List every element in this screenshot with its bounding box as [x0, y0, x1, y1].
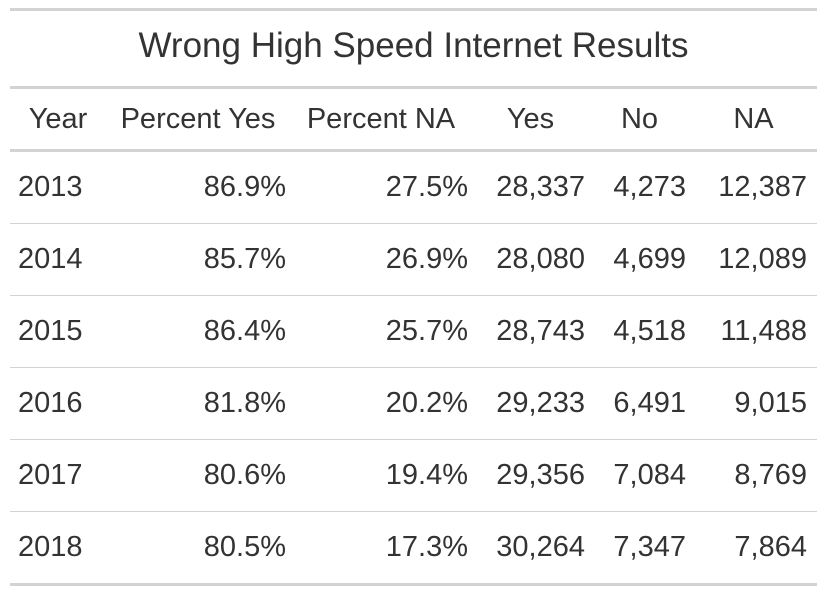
- cell-na: 11,488: [690, 295, 817, 368]
- cell-na: 8,769: [690, 439, 817, 512]
- table-row: 2018 80.5% 17.3% 30,264 7,347 7,864: [10, 511, 817, 586]
- top-rule: [10, 8, 817, 11]
- cell-yes: 28,080: [472, 223, 589, 296]
- cell-percent-na: 27.5%: [290, 150, 472, 224]
- results-table: Year Percent Yes Percent NA Yes No NA 20…: [10, 89, 817, 586]
- cell-percent-yes: 81.8%: [106, 367, 290, 440]
- cell-no: 4,699: [589, 223, 690, 296]
- cell-no: 4,518: [589, 295, 690, 368]
- cell-year: 2013: [10, 150, 106, 224]
- cell-na: 7,864: [690, 511, 817, 586]
- column-header-percent-na: Percent NA: [290, 89, 472, 152]
- column-header-na: NA: [690, 89, 817, 152]
- cell-percent-na: 19.4%: [290, 439, 472, 512]
- cell-no: 6,491: [589, 367, 690, 440]
- table-row: 2015 86.4% 25.7% 28,743 4,518 11,488: [10, 295, 817, 368]
- cell-percent-na: 26.9%: [290, 223, 472, 296]
- cell-percent-na: 20.2%: [290, 367, 472, 440]
- table-row: 2013 86.9% 27.5% 28,337 4,273 12,387: [10, 150, 817, 224]
- cell-year: 2017: [10, 439, 106, 512]
- cell-yes: 28,743: [472, 295, 589, 368]
- cell-year: 2018: [10, 511, 106, 586]
- title-rule: [10, 86, 817, 89]
- cell-percent-yes: 86.9%: [106, 150, 290, 224]
- column-header-percent-yes: Percent Yes: [106, 89, 290, 152]
- cell-no: 7,084: [589, 439, 690, 512]
- cell-na: 9,015: [690, 367, 817, 440]
- column-header-year: Year: [10, 89, 106, 152]
- cell-na: 12,089: [690, 223, 817, 296]
- table-row: 2017 80.6% 19.4% 29,356 7,084 8,769: [10, 439, 817, 512]
- cell-yes: 30,264: [472, 511, 589, 586]
- column-header-no: No: [589, 89, 690, 152]
- table-title: Wrong High Speed Internet Results: [138, 26, 689, 65]
- cell-percent-na: 17.3%: [290, 511, 472, 586]
- cell-percent-na: 25.7%: [290, 295, 472, 368]
- header-row: Year Percent Yes Percent NA Yes No NA: [10, 89, 817, 152]
- cell-percent-yes: 85.7%: [106, 223, 290, 296]
- cell-percent-yes: 80.6%: [106, 439, 290, 512]
- cell-year: 2014: [10, 223, 106, 296]
- cell-percent-yes: 86.4%: [106, 295, 290, 368]
- cell-percent-yes: 80.5%: [106, 511, 290, 586]
- column-header-yes: Yes: [472, 89, 589, 152]
- cell-year: 2016: [10, 367, 106, 440]
- cell-no: 7,347: [589, 511, 690, 586]
- cell-na: 12,387: [690, 150, 817, 224]
- table-row: 2016 81.8% 20.2% 29,233 6,491 9,015: [10, 367, 817, 440]
- cell-no: 4,273: [589, 150, 690, 224]
- cell-yes: 28,337: [472, 150, 589, 224]
- cell-yes: 29,233: [472, 367, 589, 440]
- cell-yes: 29,356: [472, 439, 589, 512]
- table-row: 2014 85.7% 26.9% 28,080 4,699 12,089: [10, 223, 817, 296]
- cell-year: 2015: [10, 295, 106, 368]
